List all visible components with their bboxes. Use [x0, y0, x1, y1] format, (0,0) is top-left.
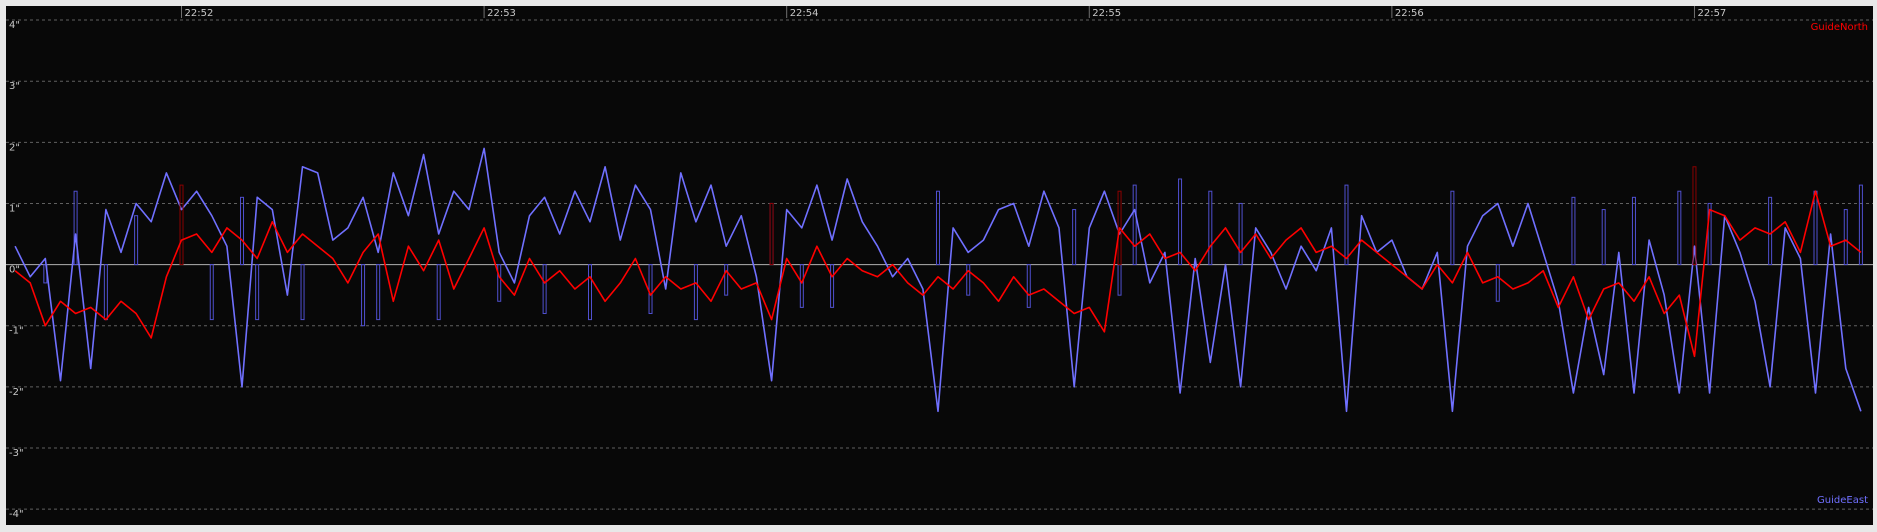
pulse-bar: [693, 264, 698, 321]
pulse-bar: [1238, 202, 1243, 266]
pulse-bar: [935, 190, 940, 266]
pulse-bar: [1858, 184, 1863, 266]
y-tick-label: -2": [9, 387, 24, 398]
y-tick-label: 3": [9, 81, 20, 92]
pulse-bar: [1344, 184, 1349, 266]
pulse-bar: [724, 264, 729, 296]
pulse-bar: [1707, 202, 1712, 266]
y-tick-label: -1": [9, 326, 24, 337]
pulse-bar: [361, 264, 366, 327]
x-tick-label: 22:54: [790, 8, 819, 19]
pulse-bar: [1631, 196, 1636, 266]
x-tick-label: 22:55: [1092, 8, 1121, 19]
y-tick-label: 2": [9, 142, 20, 153]
pulse-bar: [436, 264, 441, 321]
x-tick-label: 22:57: [1697, 8, 1726, 19]
y-tick-label: 4": [9, 20, 20, 31]
y-tick-label: 0": [9, 265, 20, 276]
pulse-bar: [73, 190, 78, 266]
x-tick-label: 22:53: [487, 8, 516, 19]
pulse-bar: [1026, 264, 1031, 308]
pulse-bar: [240, 196, 245, 266]
pulse-bar: [1178, 178, 1183, 266]
pulse-bar: [255, 264, 260, 321]
pulse-bar: [1072, 209, 1077, 266]
pulse-bar: [1677, 190, 1682, 266]
pulse-bar: [1208, 190, 1213, 266]
pulse-bar: [1571, 196, 1576, 266]
pulse-bar: [1495, 264, 1500, 302]
series-line: [14, 147, 1862, 413]
pulse-bar: [179, 184, 184, 266]
x-tick-label: 22:56: [1395, 8, 1424, 19]
pulse-bar: [1843, 209, 1848, 266]
pulse-bar: [966, 264, 971, 296]
x-tick-label: 22:52: [185, 8, 214, 19]
pulse-bar: [1692, 166, 1697, 266]
plot: 4" 3" 2" 1" 0" -1" -2" -3" -4" 22:52 22:53 22:54 22:…: [6, 6, 1873, 520]
pulse-bar: [1132, 184, 1137, 266]
legend-entry: GuideNorth: [1811, 22, 1868, 33]
pulse-bar: [209, 264, 214, 321]
pulse-bar: [799, 264, 804, 308]
pulse-bar: [497, 264, 502, 302]
pulse-bar: [300, 264, 305, 321]
pulse-bar: [1601, 209, 1606, 266]
y-tick-label: 1": [9, 203, 20, 214]
pulse-bar: [1450, 190, 1455, 266]
pulse-bar: [830, 264, 835, 308]
series-line: [14, 190, 1862, 358]
pulse-bar: [1117, 190, 1122, 266]
pulse-bar: [588, 264, 593, 321]
pulse-bar: [134, 215, 139, 266]
pulse-bar: [648, 264, 653, 314]
legend-entry: GuideEast: [1817, 495, 1868, 506]
plot-background: [6, 6, 1873, 525]
y-tick-label: -4": [9, 509, 24, 520]
pulse-bar: [542, 264, 547, 314]
y-tick-label: -3": [9, 448, 24, 459]
pulse-bar: [769, 202, 774, 266]
pulse-bar: [376, 264, 381, 321]
pulse-bar: [1768, 196, 1773, 266]
